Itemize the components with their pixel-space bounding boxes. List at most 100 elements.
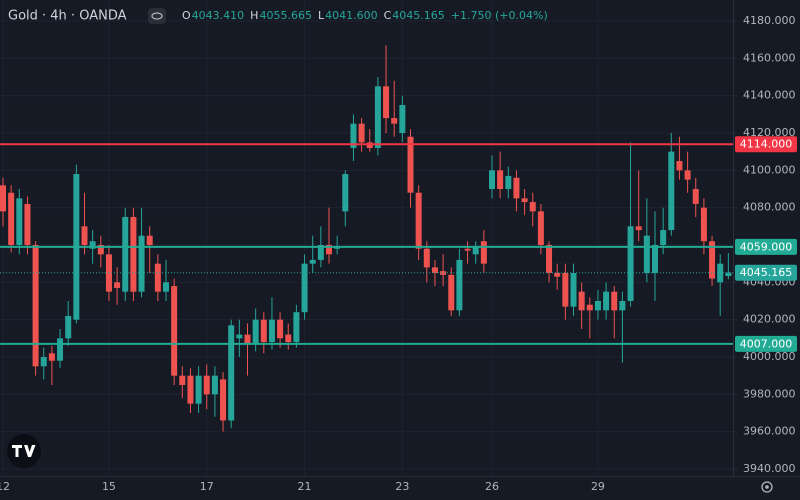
- candle-body: [236, 334, 243, 339]
- candle-body: [187, 375, 194, 404]
- candle-body: [154, 263, 161, 292]
- candle-body: [203, 375, 210, 395]
- gear-icon[interactable]: [761, 481, 773, 493]
- y-tick-label: 4020.000: [743, 313, 796, 326]
- candle-body: [546, 245, 553, 273]
- candle-body: [652, 245, 658, 273]
- legend-header: Gold · 4h · OANDA O 4043.410 H 4055.665 L 404…: [8, 8, 548, 24]
- change-value: +1.750 (+0.04%): [451, 9, 548, 22]
- candle-body: [350, 123, 357, 148]
- candle-body: [228, 325, 235, 421]
- candle-body: [277, 319, 284, 339]
- y-tick-label: 4140.000: [743, 89, 796, 102]
- candle-body: [489, 170, 495, 189]
- candle-body: [456, 259, 463, 311]
- candle-body: [725, 272, 732, 276]
- candle-body: [480, 241, 487, 264]
- button-bg[interactable]: [148, 8, 166, 24]
- candle-body: [407, 136, 414, 193]
- level-label: 4114.000: [740, 138, 793, 151]
- candle-body: [709, 241, 716, 279]
- candle-body: [342, 174, 349, 212]
- ohlc-label: O: [182, 9, 191, 22]
- candle-body: [317, 245, 324, 260]
- candle-body: [252, 319, 259, 344]
- ohlc-label: L: [318, 9, 325, 22]
- candle-body: [448, 274, 455, 311]
- candle-body: [554, 273, 561, 277]
- candle-body: [472, 246, 479, 255]
- candle-body: [391, 118, 398, 124]
- y-tick-label: 3980.000: [743, 387, 796, 400]
- candle-body: [594, 301, 601, 311]
- x-tick-label: 12: [0, 480, 10, 493]
- candle-body: [692, 189, 699, 204]
- candle-body: [326, 245, 332, 255]
- candle-body: [244, 334, 251, 344]
- candle-body: [260, 319, 267, 343]
- level-label-bg: [735, 136, 797, 153]
- candle-body: [578, 291, 585, 311]
- candle-body: [130, 217, 137, 292]
- ohlc-value: 4043.410: [192, 9, 245, 22]
- candle-body: [16, 198, 23, 245]
- logo-mark: [12, 445, 36, 457]
- candle-body: [268, 319, 275, 343]
- candle-body: [603, 291, 610, 311]
- candle-body: [40, 357, 47, 367]
- y-tick-label: 3960.000: [743, 425, 796, 438]
- symbol-title: Gold · 4h · OANDA: [8, 9, 127, 24]
- ohlc-label: C: [384, 9, 392, 22]
- candle-body: [0, 185, 6, 212]
- candle-body: [537, 211, 544, 245]
- price-label-bg: [735, 264, 797, 281]
- candle-body: [146, 235, 153, 245]
- candle-body: [423, 248, 430, 268]
- candle-body: [643, 235, 650, 273]
- y-tick-label: 4000.000: [743, 350, 796, 363]
- ohlc-value: 4055.665: [259, 9, 312, 22]
- candle-body: [440, 271, 447, 275]
- tv-logo[interactable]: [7, 434, 41, 468]
- level-label-bg: [735, 238, 797, 255]
- overlay-layer: 4114.000 4059.000 4007.000 4045.165: [0, 136, 797, 352]
- candle-body: [415, 192, 422, 249]
- level-label: 4059.000: [740, 240, 793, 253]
- gear-center: [765, 485, 769, 489]
- candle-body: [57, 338, 64, 361]
- ohlc-value: 4041.600: [325, 9, 378, 22]
- candle-body: [627, 226, 634, 301]
- ohlc-label: H: [250, 9, 258, 22]
- candle-body: [668, 151, 675, 231]
- candle-body: [383, 86, 390, 119]
- eye-icon: [151, 12, 163, 20]
- candle-body: [65, 315, 72, 339]
- y-tick-label: 4120.000: [743, 126, 796, 139]
- x-tick-label: 23: [395, 480, 409, 493]
- candle-body: [32, 245, 39, 367]
- candle-body: [293, 312, 300, 343]
- x-tick-label: 26: [485, 480, 499, 493]
- candle-body: [513, 177, 520, 199]
- candle-body: [163, 282, 169, 292]
- candle-body: [374, 86, 381, 148]
- candle-body: [464, 248, 471, 251]
- candle-body: [660, 230, 667, 245]
- candle-body: [635, 226, 642, 231]
- candle-body: [220, 379, 227, 421]
- candle-body: [122, 217, 129, 292]
- logo-bg[interactable]: [7, 434, 41, 468]
- candle-body: [48, 353, 55, 361]
- candle-body: [179, 375, 186, 385]
- candle-body: [570, 273, 577, 307]
- candle-body: [97, 245, 104, 255]
- candle-body: [171, 286, 178, 376]
- candle-body: [431, 267, 438, 273]
- y-tick-label: 4080.000: [743, 201, 796, 214]
- candle-body: [700, 207, 707, 242]
- level-label-bg: [735, 335, 797, 352]
- hide-button[interactable]: [148, 8, 166, 24]
- settings-button[interactable]: [761, 481, 773, 493]
